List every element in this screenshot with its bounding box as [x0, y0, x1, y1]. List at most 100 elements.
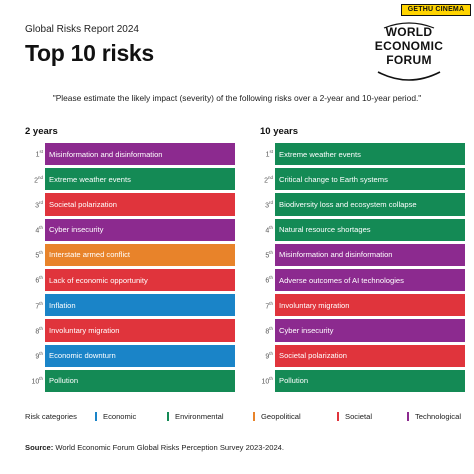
- risk-rank-suffix: st: [39, 149, 43, 155]
- risk-rank-suffix: th: [39, 250, 43, 256]
- risk-row: 6th Adverse outcomes of AI technologies: [255, 268, 465, 292]
- risk-rank: 3rd: [25, 200, 45, 209]
- risk-label: Cyber insecurity: [279, 325, 334, 335]
- risk-bar: Societal polarization: [45, 193, 235, 216]
- source-label: Source:: [25, 443, 54, 452]
- risk-rank-suffix: th: [269, 325, 273, 331]
- risk-rank: 5th: [25, 250, 45, 259]
- legend-swatch: [337, 411, 339, 421]
- risk-bar: Inflation: [45, 294, 235, 317]
- risk-rank: 6th: [25, 275, 45, 284]
- risk-rank-suffix: th: [39, 325, 43, 331]
- risk-bar: Critical change to Earth systems: [275, 168, 465, 191]
- legend-swatch: [167, 411, 169, 421]
- risk-row: 2nd Extreme weather events: [25, 168, 235, 191]
- risk-rank-number: 5: [35, 252, 40, 260]
- risk-row: 7th Inflation: [25, 294, 235, 317]
- risk-rank: 1st: [25, 149, 45, 158]
- column-heading-2-years: 2 years: [25, 126, 58, 137]
- risk-rank-number: 2: [34, 176, 38, 184]
- risk-row: 5th Interstate armed conflict: [25, 243, 235, 266]
- legend-item-technological: Technological: [407, 411, 461, 421]
- risk-rank: 9th: [25, 351, 45, 360]
- risk-rank-number: 6: [265, 277, 270, 285]
- risk-rank-number: 1: [35, 151, 40, 159]
- risk-row: 1st Extreme weather events: [255, 143, 465, 166]
- risk-bar: Involuntary migration: [275, 294, 465, 317]
- risk-rank-number: 7: [35, 302, 40, 310]
- risk-bar: Cyber insecurity: [275, 319, 465, 342]
- legend-label: Economic: [103, 411, 137, 421]
- risk-rank-suffix: th: [269, 376, 273, 382]
- risk-rank: 5th: [255, 250, 275, 259]
- source-note: Source: World Economic Forum Global Risk…: [25, 443, 284, 452]
- risk-rank-suffix: th: [39, 350, 43, 356]
- risk-rank-suffix: rd: [268, 199, 273, 205]
- wef-logo: WORLD ECONOMIC FORUM: [370, 22, 448, 88]
- risk-label: Economic downturn: [49, 351, 116, 361]
- risk-bar: Misinformation and disinformation: [45, 143, 235, 166]
- risk-rank: 3rd: [255, 200, 275, 209]
- risk-row: 4th Cyber insecurity: [25, 218, 235, 241]
- risk-bar: Economic downturn: [45, 344, 235, 367]
- column-heading-10-years: 10 years: [260, 126, 299, 137]
- risk-rank-number: 4: [265, 227, 270, 235]
- risk-rank-number: 10: [31, 378, 40, 386]
- risk-row: 4th Natural resource shortages: [255, 218, 465, 241]
- watermark-badge: GETHU CINEMA: [401, 4, 471, 16]
- risk-label: Adverse outcomes of AI technologies: [279, 275, 404, 285]
- risk-rank: 10th: [255, 376, 275, 385]
- risk-rank: 8th: [255, 326, 275, 335]
- risk-rank-number: 2: [264, 176, 268, 184]
- risk-rank: 10th: [25, 376, 45, 385]
- risk-rank-number: 8: [265, 328, 270, 336]
- legend-title: Risk categories: [25, 411, 77, 421]
- legend-label: Geopolitical: [261, 411, 301, 421]
- risk-rank-suffix: nd: [267, 174, 273, 180]
- risk-rank-suffix: th: [39, 300, 43, 306]
- risk-rank-suffix: th: [269, 275, 273, 281]
- risk-rank-number: 3: [265, 202, 269, 210]
- risk-bar: Adverse outcomes of AI technologies: [275, 268, 465, 292]
- risk-rank-number: 1: [265, 151, 270, 159]
- risk-bar: Misinformation and disinformation: [275, 243, 465, 266]
- risk-rank-suffix: nd: [37, 174, 43, 180]
- risk-legend: Risk categories Economic Environmental Geo…: [25, 410, 465, 422]
- risk-rank-number: 8: [35, 328, 40, 336]
- risk-rank-suffix: th: [269, 250, 273, 256]
- legend-swatch: [253, 411, 255, 421]
- legend-item-economic: Economic: [95, 411, 153, 421]
- risk-label: Cyber insecurity: [49, 225, 104, 235]
- risk-label: Inflation: [49, 300, 76, 310]
- risk-rank-suffix: rd: [38, 199, 43, 205]
- risk-bar: Natural resource shortages: [275, 218, 465, 241]
- logo-line-2: ECONOMIC: [374, 39, 444, 53]
- logo-line-3: FORUM: [386, 53, 432, 67]
- legend-item-societal: Societal: [337, 411, 393, 421]
- risk-rank-number: 3: [35, 202, 39, 210]
- risk-bar: Extreme weather events: [45, 168, 235, 191]
- risk-rank-number: 6: [35, 277, 40, 285]
- risk-row: 3rd Biodiversity loss and ecosystem colla…: [255, 193, 465, 216]
- risk-row: 1st Misinformation and disinformation: [25, 143, 235, 166]
- risk-label: Societal polarization: [279, 351, 347, 361]
- risk-rank-suffix: th: [39, 376, 43, 382]
- survey-question: "Please estimate the likely impact (seve…: [52, 93, 422, 103]
- risk-rank-number: 9: [265, 353, 270, 361]
- risk-bar: Extreme weather events: [275, 143, 465, 166]
- risk-label: Critical change to Earth systems: [279, 174, 388, 184]
- risk-label: Pollution: [49, 376, 79, 386]
- risk-rank-suffix: th: [269, 224, 273, 230]
- risk-rank: 2nd: [255, 175, 275, 184]
- risk-label: Societal polarization: [49, 199, 117, 209]
- risk-row: 8th Involuntary migration: [25, 319, 235, 342]
- risk-rank-suffix: th: [39, 275, 43, 281]
- risk-row: 10th Pollution: [25, 369, 235, 392]
- logo-arc-icon: [377, 22, 441, 81]
- risk-bar: Pollution: [45, 369, 235, 392]
- risk-label: Lack of economic opportunity: [49, 275, 148, 285]
- legend-label: Environmental: [175, 411, 224, 421]
- source-text: World Economic Forum Global Risks Percep…: [53, 443, 285, 452]
- risk-rank: 8th: [25, 326, 45, 335]
- risk-row: 9th Societal polarization: [255, 344, 465, 367]
